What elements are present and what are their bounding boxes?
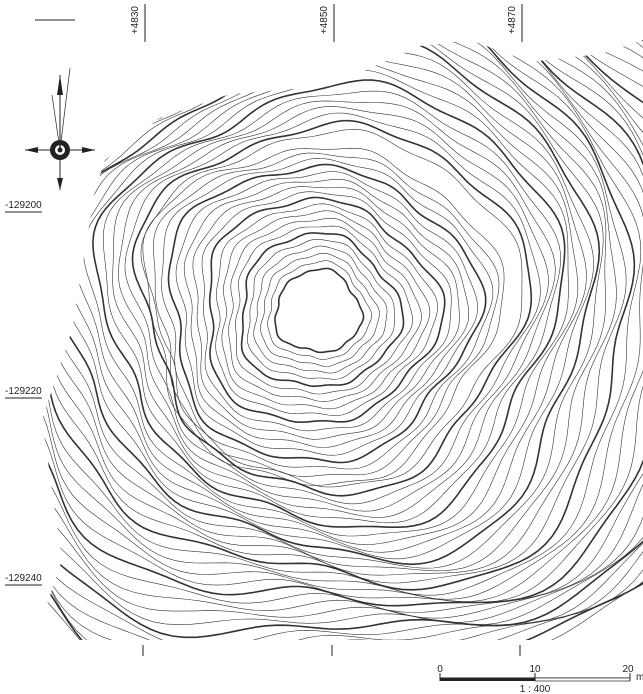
contour [35,40,643,603]
scale-ratio: 1 : 400 [520,684,551,694]
easting-label: +4870 [507,6,518,35]
contour [175,171,479,456]
contour [35,40,643,626]
contour [35,40,643,600]
contour [253,245,388,374]
scale-label: 20 [622,664,634,675]
grid-labels: +4830 +4850 +4870 -129200 -129220 -129240 [5,4,523,656]
contour [74,60,579,545]
contour [228,217,422,402]
contour [153,152,500,477]
index-contour [35,40,643,607]
contour [267,260,372,360]
northing-label: -129240 [5,573,42,584]
contour [221,210,431,410]
index-contour [240,232,405,387]
contour [35,40,642,596]
easting-label: +4830 [130,6,141,35]
north-arrow [25,67,95,190]
northing-label: -129200 [5,200,42,211]
contour [35,40,643,619]
contour [42,40,607,572]
contour [183,179,469,448]
scale-bar: 0 10 20 m 1 : 400 [437,664,643,694]
index-contour [274,267,365,354]
northing-label: -129220 [5,386,42,397]
contour [67,53,587,553]
contour [35,40,643,640]
contour [140,128,523,488]
index-contour [35,40,636,591]
scale-label: 0 [437,664,443,675]
contour [161,157,494,470]
easting-label: +4850 [319,6,330,35]
contour [112,100,556,518]
scale-unit: m [636,672,643,683]
contour [35,40,643,640]
contour [247,239,395,380]
contour [192,186,460,440]
contour [118,106,549,512]
contour [35,40,643,613]
contour [35,40,643,640]
index-contour [167,163,487,464]
contour [35,40,643,602]
contour [235,225,413,395]
scale-label: 10 [529,664,541,675]
contour [35,40,643,640]
contour [201,191,452,432]
contour [35,40,643,623]
index-contour [56,40,601,566]
contour [215,203,438,416]
contour [124,112,541,505]
contour [102,90,562,524]
contour [260,252,380,367]
index-contour [208,196,446,424]
index-contour [92,79,566,528]
contour [83,69,569,537]
index-contour [131,119,533,497]
